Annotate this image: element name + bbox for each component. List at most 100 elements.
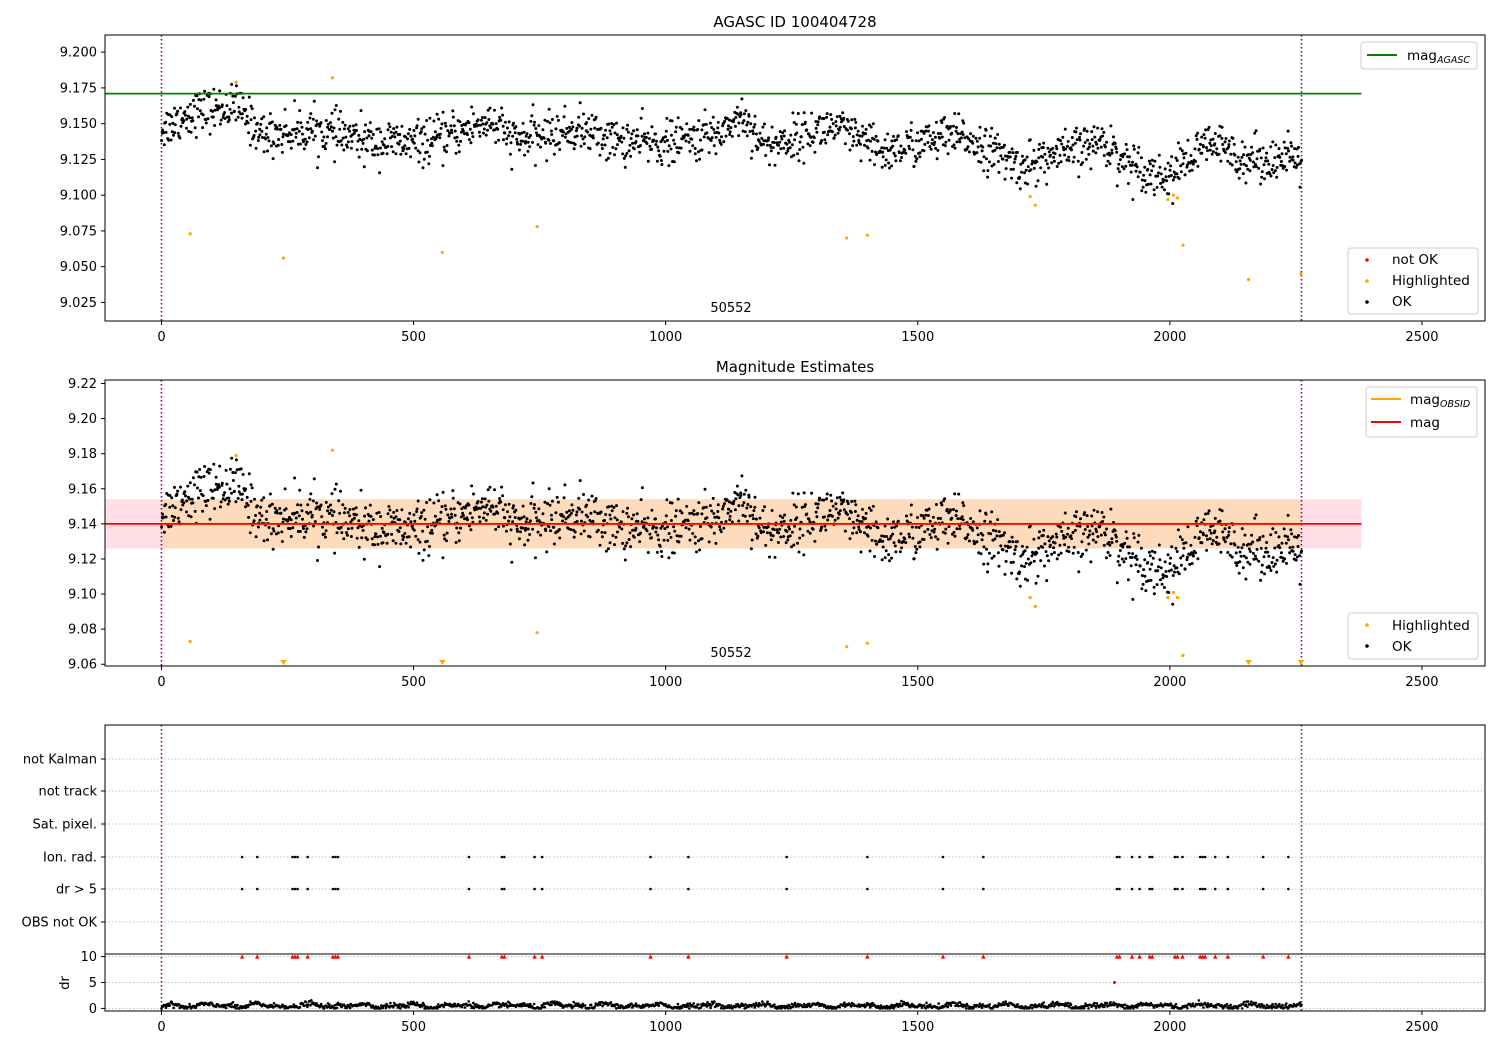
ok-point [321, 139, 324, 143]
ok-point [1035, 551, 1039, 555]
ok-point [230, 456, 234, 460]
ok-point [441, 110, 445, 114]
ok-point [1034, 581, 1038, 585]
ok-point [352, 131, 356, 135]
ok-point [1108, 153, 1112, 157]
ok-point [750, 538, 754, 542]
ok-point [716, 510, 720, 513]
ok-point [381, 541, 385, 545]
ok-point [1141, 582, 1145, 586]
ok-point [1286, 513, 1290, 517]
ok-point [763, 505, 766, 509]
dr-point [283, 1007, 287, 1010]
ok-point [697, 539, 700, 543]
ok-point [208, 468, 212, 472]
ok-point [291, 526, 295, 530]
ok-point [1071, 160, 1075, 164]
highlighted-point [1033, 203, 1037, 207]
ok-point [811, 140, 815, 144]
ok-point [727, 124, 730, 128]
ok-point [1066, 144, 1069, 148]
ok-point [765, 531, 769, 535]
ok-point [598, 153, 602, 157]
ok-point [733, 508, 737, 512]
ok-point [1254, 513, 1258, 517]
ok-point [176, 516, 180, 520]
ok-point [1140, 574, 1144, 577]
ok-point [926, 141, 930, 144]
ok-point [881, 545, 885, 549]
ok-point [1143, 165, 1147, 169]
x-tick-label: 2500 [1405, 675, 1438, 690]
ok-point [450, 512, 453, 516]
ok-point [634, 526, 638, 530]
ok-point [426, 138, 430, 142]
ok-point [711, 496, 715, 500]
ok-point [544, 529, 548, 532]
dr-point [946, 1005, 950, 1009]
ok-point [1157, 565, 1160, 569]
ok-point [992, 162, 996, 166]
ok-point [349, 535, 353, 538]
ok-point [458, 120, 462, 124]
ok-point [1136, 151, 1140, 155]
ok-point [225, 104, 229, 108]
ok-point [524, 526, 528, 530]
ok-point [748, 130, 752, 133]
dr-point [529, 1002, 532, 1006]
ok-point [1020, 154, 1024, 158]
ok-point [781, 131, 785, 135]
ok-point [1102, 515, 1106, 519]
magnitude-plot-frame [104, 379, 1486, 667]
ok-point [685, 122, 689, 126]
ok-point [1037, 147, 1041, 151]
ok-point [1202, 518, 1206, 522]
ok-point [457, 150, 461, 154]
ok-point [881, 539, 885, 543]
ok-point [415, 124, 419, 128]
ok-point [622, 547, 626, 551]
dr-point [766, 1000, 769, 1003]
dr-point [172, 1006, 175, 1010]
ok-point [1118, 158, 1122, 162]
ok-point [1270, 168, 1274, 171]
ok-point [727, 507, 730, 511]
ok-point [528, 533, 532, 536]
ok-point [191, 98, 195, 102]
ok-point [977, 551, 981, 555]
ok-point [760, 137, 764, 140]
ok-point [525, 517, 529, 521]
ok-point [838, 125, 842, 129]
dr-clipped-marker [539, 954, 545, 959]
ok-point [203, 465, 207, 468]
dr-point [726, 1006, 729, 1009]
ok-point [354, 506, 358, 510]
ok-point [944, 140, 948, 144]
ok-point [567, 509, 571, 513]
ok-point [776, 541, 780, 544]
agasc-legend-points: not OK Highlighted OK [1347, 247, 1479, 315]
flag-dr-marker [293, 887, 297, 891]
flag-dr-marker [306, 887, 309, 891]
magnitude-panel: Magnitude Estimates 0 500 1000 1500 2000 2500… [68, 358, 1486, 690]
ok-point [1018, 175, 1021, 179]
ok-point [789, 133, 793, 137]
ok-point [570, 511, 573, 515]
ok-point [305, 527, 309, 531]
highlighted-point [535, 631, 539, 635]
ok-point [1075, 510, 1078, 514]
ok-point [214, 482, 218, 486]
ok-point [975, 526, 979, 530]
ok-point [234, 500, 238, 504]
ok-point [1013, 157, 1017, 161]
dr-clipped-marker [648, 954, 653, 959]
ok-point [816, 123, 820, 127]
ok-point [513, 131, 517, 135]
ok-point [916, 516, 919, 519]
ok-point [971, 134, 975, 138]
agasc-ok-points [160, 82, 1304, 205]
ok-point [1211, 137, 1215, 141]
ok-point [1053, 541, 1057, 545]
ok-point [606, 547, 610, 551]
ok-point [422, 125, 426, 129]
